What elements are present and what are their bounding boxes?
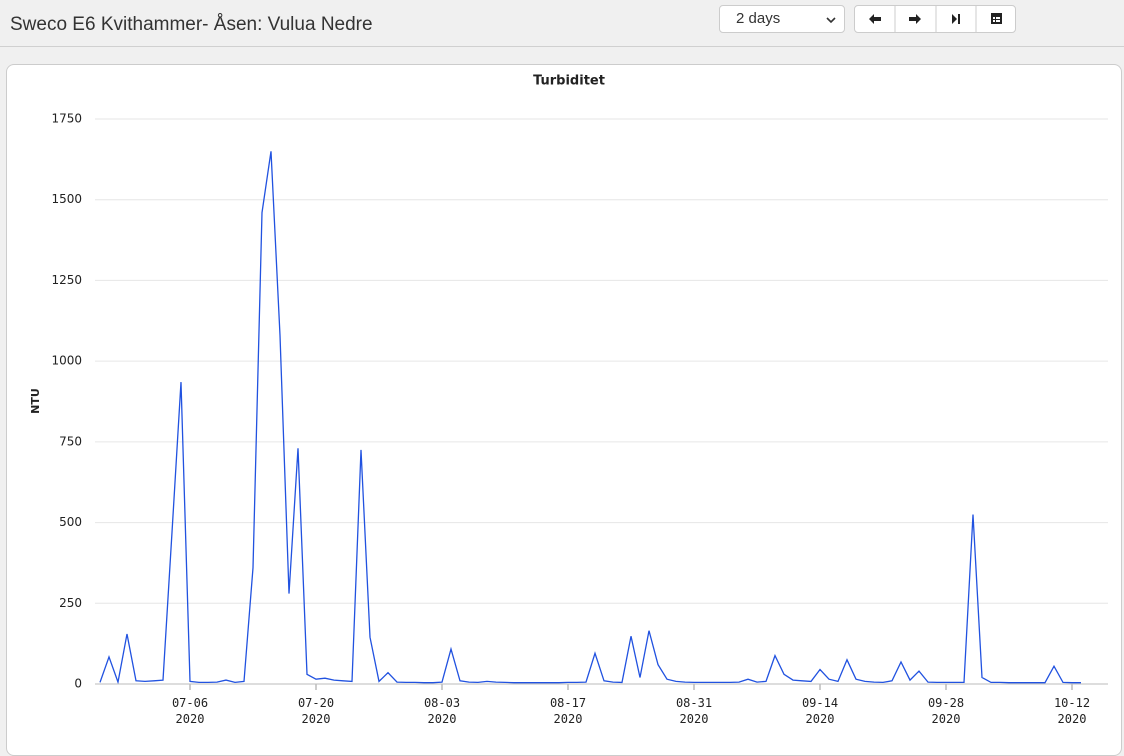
y-tick-label: 1250: [51, 273, 82, 287]
header: Sweco E6 Kvithammer- Åsen: Vulua Nedre 2…: [0, 0, 1124, 47]
nav-buttons: [854, 5, 1016, 33]
x-tick-label: 07-06 2020: [171, 696, 209, 726]
nav-icons: [869, 6, 1002, 32]
y-tick-label: 1750: [51, 112, 82, 126]
x-tick-label: 08-03 2020: [423, 696, 461, 726]
period-value: 2 days: [736, 10, 781, 27]
page-title: Sweco E6 Kvithammer- Åsen: Vulua Nedre: [10, 14, 373, 35]
x-tick-label: 07-20 2020: [297, 696, 335, 726]
y-tick-label: 0: [74, 677, 82, 691]
chevron: [826, 17, 836, 24]
chart: Turbiditet NTU 0 250 500 750 1000 1250 1500 175…: [29, 74, 1108, 691]
calendar-button[interactable]: [991, 13, 1002, 24]
y-tick-label: 250: [59, 596, 82, 610]
y-tick-label: 750: [59, 434, 82, 448]
x-tick-label: 09-14 2020: [801, 696, 839, 726]
data-line: [99, 151, 1081, 685]
period-select[interactable]: 2 days: [719, 5, 845, 33]
chart-card: [6, 64, 1122, 756]
prev-button[interactable]: [869, 14, 881, 24]
x-tick-label: 10-12 2020: [1053, 696, 1091, 726]
y-tick-label: 500: [59, 515, 82, 529]
x-tick-label: 09-28 2020: [927, 696, 965, 726]
chart-title: Turbiditet: [533, 74, 605, 89]
y-tick-label: 1000: [51, 354, 82, 368]
x-tick-label: 08-17 2020: [549, 696, 587, 726]
next-button[interactable]: [909, 14, 921, 24]
x-tick-label: 08-31 2020: [675, 696, 713, 726]
y-axis-label: NTU: [29, 388, 42, 414]
y-tick-label: 1500: [51, 192, 82, 206]
last-button[interactable]: [952, 14, 960, 24]
